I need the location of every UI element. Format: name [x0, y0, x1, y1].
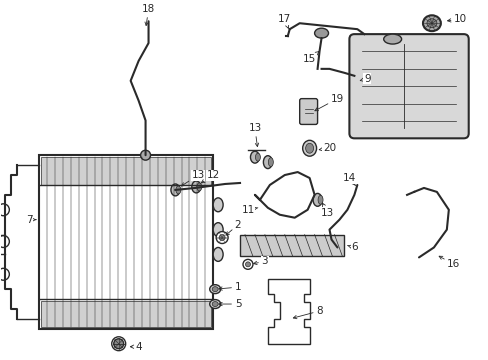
Ellipse shape [213, 198, 223, 212]
Text: 11: 11 [241, 205, 257, 215]
Ellipse shape [213, 247, 223, 261]
FancyBboxPatch shape [299, 99, 317, 125]
Ellipse shape [209, 300, 220, 309]
Circle shape [0, 268, 9, 280]
Ellipse shape [212, 302, 218, 306]
Text: 13: 13 [248, 123, 261, 147]
Text: 13: 13 [320, 203, 333, 218]
Ellipse shape [312, 193, 322, 206]
Ellipse shape [305, 143, 313, 153]
Ellipse shape [243, 260, 252, 269]
Bar [240, 235, 344, 256]
Ellipse shape [191, 181, 201, 193]
Text: 2: 2 [225, 220, 241, 235]
Text: 6: 6 [347, 243, 357, 252]
Ellipse shape [212, 287, 218, 292]
Text: 20: 20 [319, 143, 335, 153]
Circle shape [0, 235, 9, 247]
Text: 3: 3 [253, 256, 267, 266]
Text: 14: 14 [342, 173, 355, 186]
Ellipse shape [250, 151, 259, 163]
FancyBboxPatch shape [349, 34, 468, 138]
Ellipse shape [302, 140, 316, 156]
Text: 15: 15 [303, 51, 318, 64]
Ellipse shape [216, 231, 227, 243]
Ellipse shape [196, 183, 202, 191]
Bar [41, 301, 211, 327]
Text: 4: 4 [130, 342, 142, 352]
Text: 16: 16 [438, 256, 460, 269]
Ellipse shape [263, 156, 272, 168]
Circle shape [141, 150, 150, 160]
Circle shape [0, 204, 9, 216]
Text: 10: 10 [447, 14, 467, 24]
Text: 9: 9 [360, 74, 370, 84]
Text: 18: 18 [142, 4, 155, 26]
Ellipse shape [245, 262, 250, 267]
Ellipse shape [176, 186, 181, 194]
Ellipse shape [317, 195, 323, 204]
Text: 7: 7 [26, 215, 36, 225]
Ellipse shape [171, 184, 180, 196]
Text: 8: 8 [293, 306, 322, 319]
Ellipse shape [213, 223, 223, 237]
Text: 12: 12 [201, 170, 219, 183]
Ellipse shape [219, 235, 224, 240]
Circle shape [114, 339, 123, 349]
Bar [39, 155, 213, 329]
Bar [41, 157, 211, 185]
Ellipse shape [383, 34, 401, 44]
Ellipse shape [426, 19, 436, 28]
Ellipse shape [268, 158, 273, 167]
Ellipse shape [255, 153, 260, 161]
Ellipse shape [209, 285, 220, 294]
Ellipse shape [314, 28, 328, 38]
Text: 5: 5 [219, 299, 241, 309]
Ellipse shape [422, 15, 440, 31]
Text: 13: 13 [181, 170, 204, 186]
Text: 1: 1 [219, 282, 241, 292]
Text: 17: 17 [278, 14, 291, 28]
Ellipse shape [112, 337, 125, 351]
Text: 19: 19 [314, 94, 344, 111]
